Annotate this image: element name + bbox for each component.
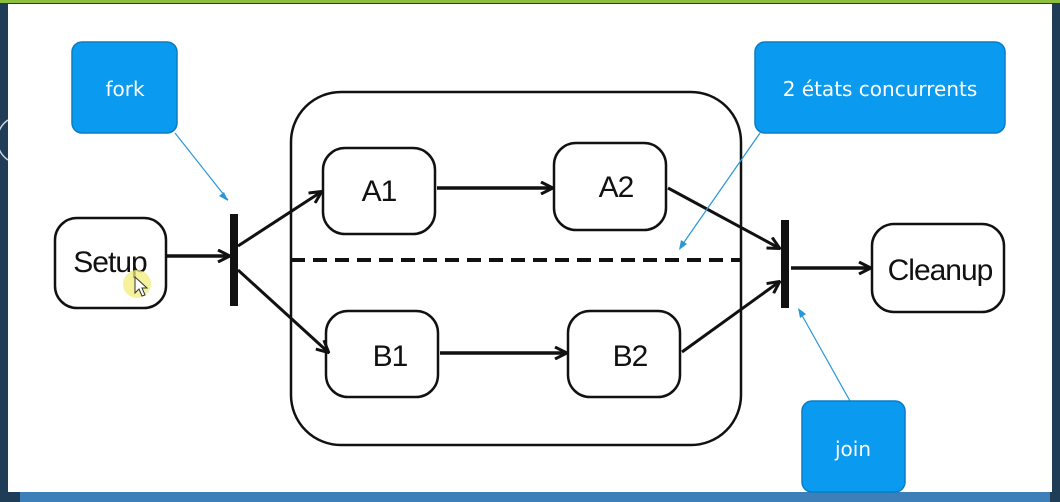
callout-concurrent: 2 états concurrents xyxy=(754,41,1006,134)
join-pointer-arrowhead xyxy=(798,308,806,318)
state-setup: Setup xyxy=(53,216,168,310)
transition-fork-b1 xyxy=(236,268,328,352)
state-cleanup: Cleanup xyxy=(870,222,1006,314)
state-a2: A2 xyxy=(552,141,668,232)
callout-join-label: join xyxy=(834,437,871,461)
bottom-accent-strip xyxy=(20,492,1050,502)
concurrent-pointer-arrowhead xyxy=(679,240,687,250)
transition-b2-join xyxy=(681,282,779,354)
state-b2: B2 xyxy=(566,309,682,399)
state-b1: B1 xyxy=(324,309,440,399)
callout-fork-label: fork xyxy=(105,77,145,101)
fork-pointer-line xyxy=(174,132,229,201)
callout-concurrent-label: 2 états concurrents xyxy=(783,77,978,101)
transition-a2-join xyxy=(667,186,779,248)
state-b2-label: B2 xyxy=(613,340,648,373)
transition-fork-a1 xyxy=(237,192,321,248)
state-cleanup-label: Cleanup xyxy=(888,254,993,287)
fork-pointer-arrowhead xyxy=(219,192,228,201)
fork-bar xyxy=(230,214,238,306)
callout-fork: fork xyxy=(71,41,178,134)
composite-state xyxy=(289,90,743,447)
concurrent-pointer-line xyxy=(679,132,761,249)
join-bar xyxy=(781,220,789,308)
state-b1-label: B1 xyxy=(373,340,408,373)
join-pointer-line xyxy=(798,309,851,402)
state-a1-label: A1 xyxy=(362,175,397,208)
top-accent-strip xyxy=(0,0,1060,3)
state-a2-label: A2 xyxy=(599,171,634,204)
state-a1: A1 xyxy=(321,146,437,236)
callout-join: join xyxy=(801,400,906,493)
mouse-pointer-icon xyxy=(123,270,151,298)
left-edge-mark xyxy=(0,119,9,161)
